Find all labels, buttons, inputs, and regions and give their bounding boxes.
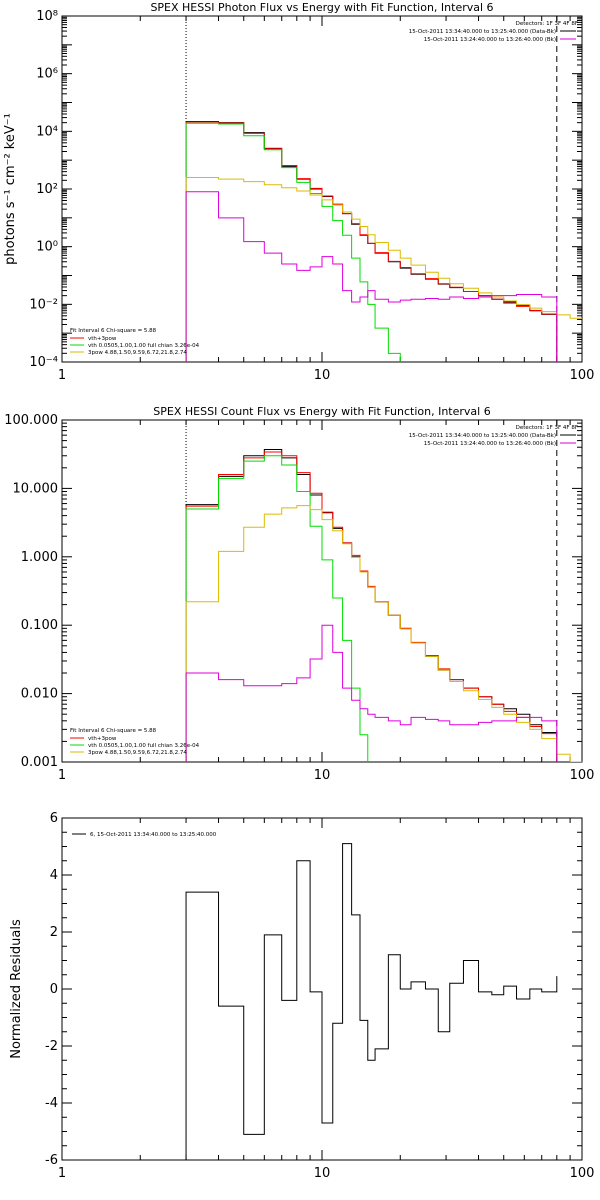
x-tick-label: 1 [58, 368, 66, 383]
y-tick-label: -4 [45, 1096, 58, 1111]
series-group [185, 120, 582, 362]
y-axis-label: photons s⁻¹ cm⁻² keV⁻¹ [3, 113, 18, 265]
series-group [185, 449, 582, 762]
series-line-data-bk [185, 449, 558, 762]
legend-entry-label: 15-Oct-2011 13:24:40.000 to 13:26:40.000… [424, 441, 556, 447]
legend-entry-label: vth 0.0505,1.00,1.00 full chian 3.26e-04 [88, 743, 200, 749]
y-axis-label: Normalized Residuals [9, 919, 24, 1059]
series-line-3pow [185, 177, 582, 362]
series-line-vth [185, 455, 369, 762]
y-tick-label: 0.010 [21, 687, 58, 702]
series-line-vth-3pow [185, 121, 558, 362]
x-tick-label: 10 [314, 1166, 331, 1181]
legend-entry-label: 3pow 4.88,1.50,9.59,6.72,21.8,2.74 [88, 350, 187, 356]
fit-info-label: Fit Interval 6 Chi-square = 5.88 [70, 728, 157, 734]
y-tick-label: 0 [50, 982, 58, 997]
legend-entry-label: 3pow 4.88,1.50,9.59,6.72,21.8,2.74 [88, 750, 187, 756]
legend-entry-label: 15-Oct-2011 13:34:40.000 to 13:25:40.000… [409, 29, 556, 35]
series-line-vth [185, 122, 401, 362]
chart-panel-3: Normalized Residuals 1 10 100 -6 -4 -2 0 2 4 6 6, 1… [9, 811, 594, 1181]
fit-info-label: Fit Interval 6 Chi-square = 5.88 [70, 328, 157, 334]
legend-entry-label: 6, 15-Oct-2011 13:34:40.000 to 13:25:40.… [90, 832, 217, 838]
y-tick-label: 10.000 [13, 481, 59, 496]
x-tick-label: 1 [58, 1166, 66, 1181]
x-tick-label: 10 [314, 768, 331, 783]
y-tick-label: 10⁴ [36, 124, 58, 139]
y-tick-label: 2 [50, 925, 58, 940]
x-tick-label: 1 [58, 768, 66, 783]
y-tick-label: 0.001 [21, 755, 58, 770]
legend-entry-label: 15-Oct-2011 13:24:40.000 to 13:26:40.000… [424, 37, 556, 43]
y-tick-label: 10⁶ [36, 67, 58, 82]
detectors-label: Detectors: 1F 3F 4F 8F [516, 425, 578, 431]
y-tick-label: 0.100 [21, 618, 58, 633]
series-line-vth-3pow [185, 451, 558, 762]
legend-entry-label: vth+3pow [88, 736, 117, 742]
x-tick-label: 10 [314, 368, 331, 383]
y-tick-label: 10² [36, 182, 58, 197]
y-tick-label: 100.000 [4, 413, 58, 428]
series-line-bk [185, 191, 558, 362]
legend-entry-label: 15-Oct-2011 13:34:40.000 to 13:25:40.000… [409, 433, 556, 439]
x-tick-label: 100 [570, 768, 595, 783]
chart-title: SPEX HESSI Count Flux vs Energy with Fit… [153, 405, 490, 418]
series-line-3pow [185, 505, 582, 762]
y-tick-label: 4 [50, 868, 58, 883]
x-tick-label: 100 [570, 1166, 595, 1181]
chart-panel-2: SPEX HESSI Count Flux vs Energy with Fit… [4, 405, 594, 783]
legend-entry-label: vth 0.0505,1.00,1.00 full chian 3.26e-04 [88, 343, 200, 349]
series-line-data-bk [185, 120, 558, 362]
y-tick-label: -6 [45, 1153, 58, 1168]
y-tick-label: -2 [45, 1039, 58, 1054]
y-tick-label: 10⁻² [29, 297, 58, 312]
y-tick-label: 10⁰ [36, 240, 58, 255]
series-line-bk [185, 624, 558, 762]
series-group [185, 843, 558, 1160]
y-tick-label: 10⁻⁴ [29, 355, 58, 370]
x-tick-label: 100 [570, 368, 595, 383]
chart-panel-1: SPEX HESSI Photon Flux vs Energy with Fi… [3, 1, 594, 383]
y-tick-label: 10⁸ [36, 9, 58, 24]
y-tick-label: 6 [50, 811, 58, 826]
series-line-6-15-oct-2011-13-34-40-000-to-13-25-40-000 [185, 843, 558, 1160]
y-tick-label: 1.000 [21, 550, 58, 565]
detectors-label: Detectors: 1F 3F 4F 8F [516, 21, 578, 27]
chart-title: SPEX HESSI Photon Flux vs Energy with Fi… [150, 1, 493, 14]
legend-entry-label: vth+3pow [88, 336, 117, 342]
